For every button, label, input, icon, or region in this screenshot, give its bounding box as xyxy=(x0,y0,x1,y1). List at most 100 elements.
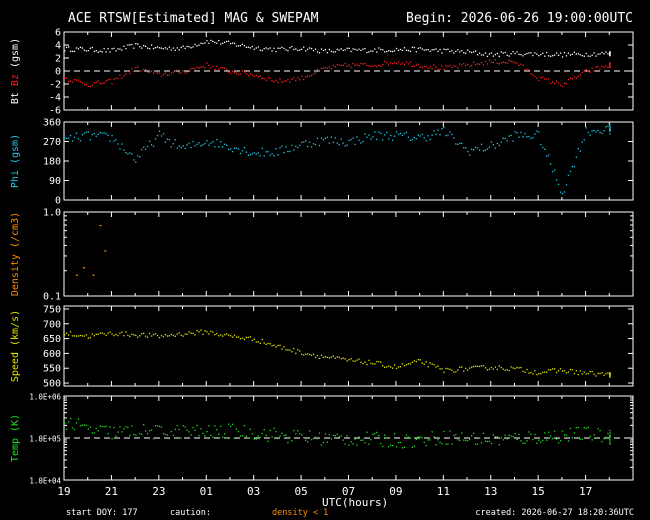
data-point xyxy=(119,48,121,50)
data-point xyxy=(253,438,255,440)
y-tick-label: -6 xyxy=(49,106,61,117)
footer-created: created: 2026-06-27 18:20:36UTC xyxy=(475,508,634,518)
data-point xyxy=(609,372,611,374)
data-point xyxy=(433,436,435,438)
data-point xyxy=(486,369,489,371)
data-point xyxy=(81,335,84,337)
data-point xyxy=(150,70,153,72)
data-point xyxy=(271,345,273,347)
data-point xyxy=(135,334,137,337)
data-point xyxy=(200,42,202,44)
data-point xyxy=(123,75,125,77)
data-point xyxy=(550,82,552,84)
data-point xyxy=(283,346,285,348)
data-point xyxy=(259,436,261,439)
data-point xyxy=(186,333,188,335)
data-point xyxy=(352,443,354,445)
data-point xyxy=(65,428,68,431)
data-point xyxy=(320,444,323,446)
data-point xyxy=(571,165,574,168)
data-point xyxy=(275,346,277,348)
data-point xyxy=(449,368,451,371)
data-point xyxy=(308,430,311,432)
data-point xyxy=(87,428,90,430)
data-point xyxy=(320,354,323,356)
data-point xyxy=(299,350,301,352)
data-point xyxy=(85,424,88,426)
data-point xyxy=(352,48,354,50)
data-point xyxy=(609,434,611,436)
data-point xyxy=(111,135,113,137)
data-point xyxy=(241,434,244,437)
x-tick-label: 07 xyxy=(342,485,355,498)
data-point xyxy=(145,430,147,432)
data-point xyxy=(516,366,518,369)
data-point xyxy=(107,48,109,50)
data-point xyxy=(480,62,483,64)
data-point xyxy=(561,370,564,372)
data-point xyxy=(336,433,338,435)
data-point xyxy=(220,425,222,427)
data-point xyxy=(336,48,338,51)
data-point xyxy=(81,81,84,84)
data-point xyxy=(71,50,74,53)
data-point xyxy=(550,369,552,371)
data-point xyxy=(316,68,319,71)
data-point xyxy=(382,445,384,448)
data-point xyxy=(599,68,601,70)
data-point xyxy=(516,438,518,441)
data-point xyxy=(356,63,358,65)
data-point xyxy=(548,55,550,57)
data-point xyxy=(324,356,327,358)
data-point xyxy=(202,42,204,45)
data-point xyxy=(271,80,273,82)
data-point xyxy=(346,47,348,49)
data-point xyxy=(83,424,86,426)
data-point xyxy=(231,42,234,44)
data-point xyxy=(172,47,174,49)
data-point xyxy=(340,358,342,360)
y-tick-label: 1.0E+04 xyxy=(29,477,61,486)
data-point xyxy=(423,441,425,444)
data-point xyxy=(93,82,95,84)
data-point xyxy=(459,366,461,368)
data-point xyxy=(609,51,611,54)
data-point xyxy=(469,154,471,156)
data-point xyxy=(376,360,378,363)
data-point xyxy=(103,48,105,50)
x-tick-label: 17 xyxy=(579,485,592,498)
data-point xyxy=(520,63,522,65)
data-point xyxy=(407,49,410,52)
data-point xyxy=(105,334,107,337)
data-point xyxy=(528,372,530,374)
data-point xyxy=(233,147,236,149)
data-point xyxy=(474,146,477,149)
data-point xyxy=(253,75,255,77)
data-point xyxy=(459,51,461,53)
data-point xyxy=(415,64,417,66)
data-point xyxy=(409,61,412,63)
data-point xyxy=(579,438,581,441)
data-point xyxy=(498,55,500,58)
data-point xyxy=(370,50,372,52)
data-point xyxy=(609,126,611,129)
data-point xyxy=(528,69,530,71)
data-point xyxy=(518,136,520,138)
data-point xyxy=(235,428,238,430)
data-point xyxy=(550,163,552,165)
data-point xyxy=(289,150,291,153)
data-point xyxy=(585,127,587,129)
data-point xyxy=(227,71,230,73)
y-axis-label-part: Bt xyxy=(10,86,21,104)
data-point xyxy=(583,70,585,72)
data-point xyxy=(224,433,226,435)
data-point xyxy=(326,67,329,69)
data-point xyxy=(91,46,93,49)
data-point xyxy=(431,431,433,433)
data-point xyxy=(156,46,159,48)
data-point xyxy=(255,438,257,440)
data-point xyxy=(581,141,583,143)
data-point xyxy=(520,440,522,442)
data-point xyxy=(393,50,396,52)
data-point xyxy=(334,357,336,359)
